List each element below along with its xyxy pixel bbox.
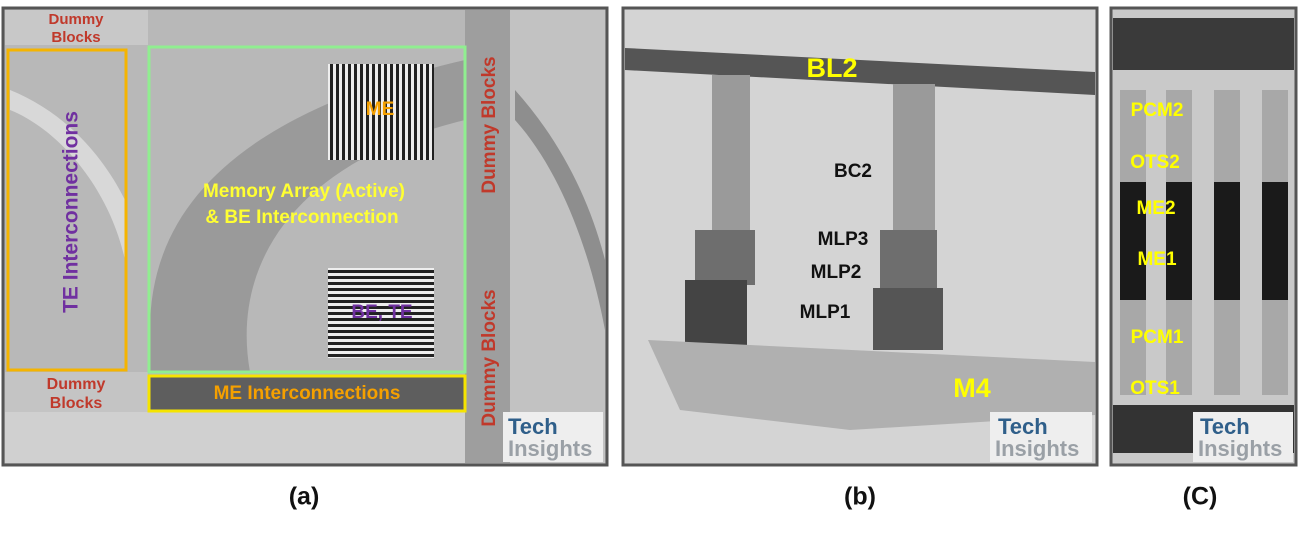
block xyxy=(5,412,465,463)
shade xyxy=(515,90,605,330)
label: BL2 xyxy=(806,53,857,83)
panel-b: BL2 BC2 MLP3 MLP2 MLP1 M4 Tech Insights … xyxy=(621,6,1099,511)
watermark: Insights xyxy=(1198,436,1282,461)
pillars xyxy=(1120,90,1288,395)
caption: (a) xyxy=(289,483,320,511)
mlp xyxy=(873,288,943,350)
label: ME2 xyxy=(1136,198,1175,219)
pillar xyxy=(712,75,750,235)
be-te-image xyxy=(328,268,434,358)
label: OTS2 xyxy=(1130,152,1180,173)
panel-a: Dummy Blocks TE Interconnections Memory … xyxy=(1,6,609,511)
label: BE, TE xyxy=(351,302,412,323)
label: ME Interconnections xyxy=(214,383,401,404)
label: Dummy Blocks xyxy=(479,289,500,426)
label: OTS1 xyxy=(1130,378,1180,399)
block xyxy=(5,10,148,45)
me-inter-box xyxy=(147,374,467,413)
label: MLP2 xyxy=(811,262,862,283)
label: BC2 xyxy=(834,161,872,182)
label: PCM2 xyxy=(1131,100,1184,121)
label: Blocks xyxy=(50,395,103,412)
watermark: Tech xyxy=(998,414,1048,439)
mlp xyxy=(695,230,755,285)
mlp xyxy=(685,280,747,345)
top-line xyxy=(1113,18,1294,70)
array-box xyxy=(147,45,467,374)
bl2-line xyxy=(625,48,1095,95)
me-image xyxy=(328,64,434,160)
label: & BE Interconnection xyxy=(205,207,398,228)
label: Blocks xyxy=(51,29,100,46)
label: ME xyxy=(366,99,395,120)
m4-slab xyxy=(648,340,1095,430)
watermark: Insights xyxy=(995,436,1079,461)
label: MLP1 xyxy=(800,302,851,323)
label: Memory Array (Active) xyxy=(203,181,405,202)
block xyxy=(5,372,148,412)
label: PCM1 xyxy=(1131,327,1184,348)
watermark-bg xyxy=(1193,412,1293,462)
label: ME1 xyxy=(1137,249,1177,270)
panel-c: PCM2 OTS2 ME2 ME1 PCM1 OTS1 Tech Insight… xyxy=(1109,6,1298,511)
label: TE Interconnections xyxy=(60,111,83,313)
mlp xyxy=(880,230,937,290)
label: M4 xyxy=(953,373,991,403)
label: Dummy Blocks xyxy=(479,56,500,193)
shade xyxy=(10,90,125,260)
watermark: Tech xyxy=(508,414,558,439)
watermark-bg xyxy=(503,412,603,462)
caption: (b) xyxy=(844,483,876,511)
watermark: Insights xyxy=(508,436,592,461)
label: Dummy xyxy=(48,11,104,28)
watermark: Tech xyxy=(1200,414,1250,439)
label: MLP3 xyxy=(818,229,869,250)
label: Dummy xyxy=(47,376,106,393)
pillar xyxy=(893,84,935,234)
block xyxy=(465,10,510,463)
watermark-bg xyxy=(990,412,1092,462)
caption: (C) xyxy=(1183,483,1218,511)
te-box xyxy=(6,48,128,372)
